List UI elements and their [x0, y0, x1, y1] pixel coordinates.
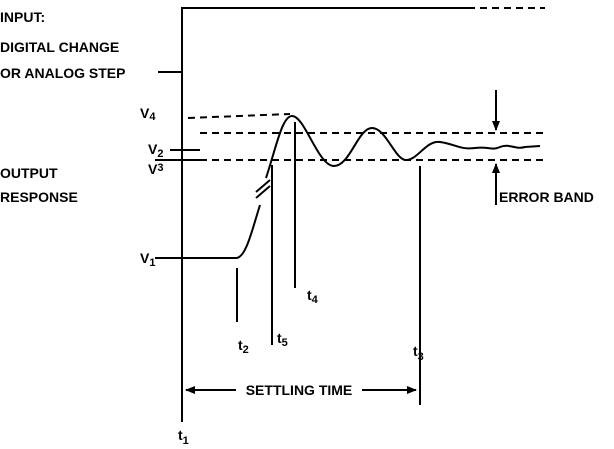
- level-label: V3: [148, 161, 163, 177]
- output-label: RESPONSE: [0, 189, 78, 205]
- time-label: t2: [238, 337, 249, 356]
- time-label: t4: [307, 287, 319, 306]
- time-label: t3: [413, 343, 424, 363]
- response-curve: [265, 114, 541, 179]
- input-step: [158, 7, 475, 73]
- output-label: OUTPUT: [0, 165, 58, 181]
- time-label: t5: [277, 330, 288, 349]
- level-label: V4: [140, 105, 156, 123]
- time-label: t1: [178, 427, 189, 447]
- level-label: V1: [140, 250, 155, 269]
- curve-break: [255, 179, 271, 199]
- v4-line: [187, 113, 291, 119]
- level-label: V2: [148, 141, 163, 160]
- input-label: INPUT:: [0, 9, 45, 25]
- input-label: DIGITAL CHANGE: [0, 39, 119, 55]
- error-band-label: ERROR BAND: [499, 189, 594, 205]
- response-curve: [155, 204, 261, 259]
- settling-time-label: SETTLING TIME: [246, 382, 353, 398]
- input-label: OR ANALOG STEP: [0, 65, 126, 81]
